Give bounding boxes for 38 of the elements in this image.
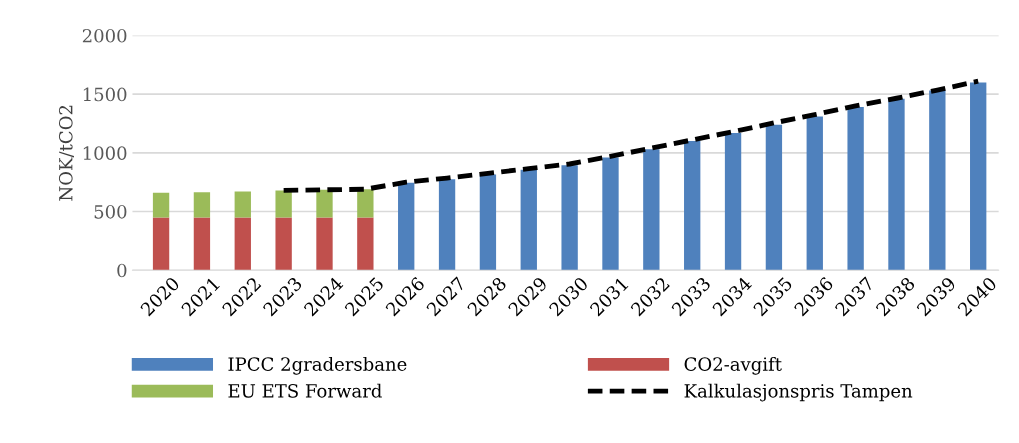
bar: [684, 141, 701, 271]
bar: [193, 217, 211, 271]
y-tick-label: 1000: [83, 146, 127, 160]
bar: [316, 217, 333, 271]
y-tick-label: 500: [94, 204, 127, 219]
bar: [152, 217, 170, 271]
bar: [724, 132, 742, 271]
bar: [357, 217, 374, 271]
bar: [888, 98, 905, 271]
bar: [765, 124, 783, 271]
y-axis-title: NOK/tCO2: [58, 105, 75, 201]
bar: [602, 157, 619, 271]
bar: [275, 217, 292, 271]
bar: [520, 169, 537, 271]
bar: [929, 90, 946, 271]
bar: [357, 189, 374, 218]
bar: [316, 189, 333, 218]
bar: [643, 149, 660, 271]
line-series: [281, 78, 981, 193]
bar: [847, 107, 864, 271]
y-tick-label: 2000: [82, 28, 127, 43]
bar: [152, 192, 170, 218]
legend-label: IPCC 2gradersbane: [228, 356, 407, 375]
legend-label: Kalkulasjonspris Tampen: [684, 383, 913, 402]
y-tick-label: 0: [117, 263, 127, 278]
legend-label: CO2-avgift: [684, 356, 782, 375]
bar: [398, 182, 415, 271]
bar: [970, 82, 987, 271]
bar: [479, 174, 497, 271]
legend-label: EU ETS Forward: [228, 383, 382, 398]
bar: [438, 179, 456, 271]
y-tick-label: 1500: [83, 87, 127, 102]
bar: [234, 191, 251, 218]
bar: [561, 165, 578, 271]
bar: [234, 217, 251, 271]
bar: [806, 116, 823, 271]
bar: [193, 192, 211, 218]
bar: [275, 190, 292, 218]
